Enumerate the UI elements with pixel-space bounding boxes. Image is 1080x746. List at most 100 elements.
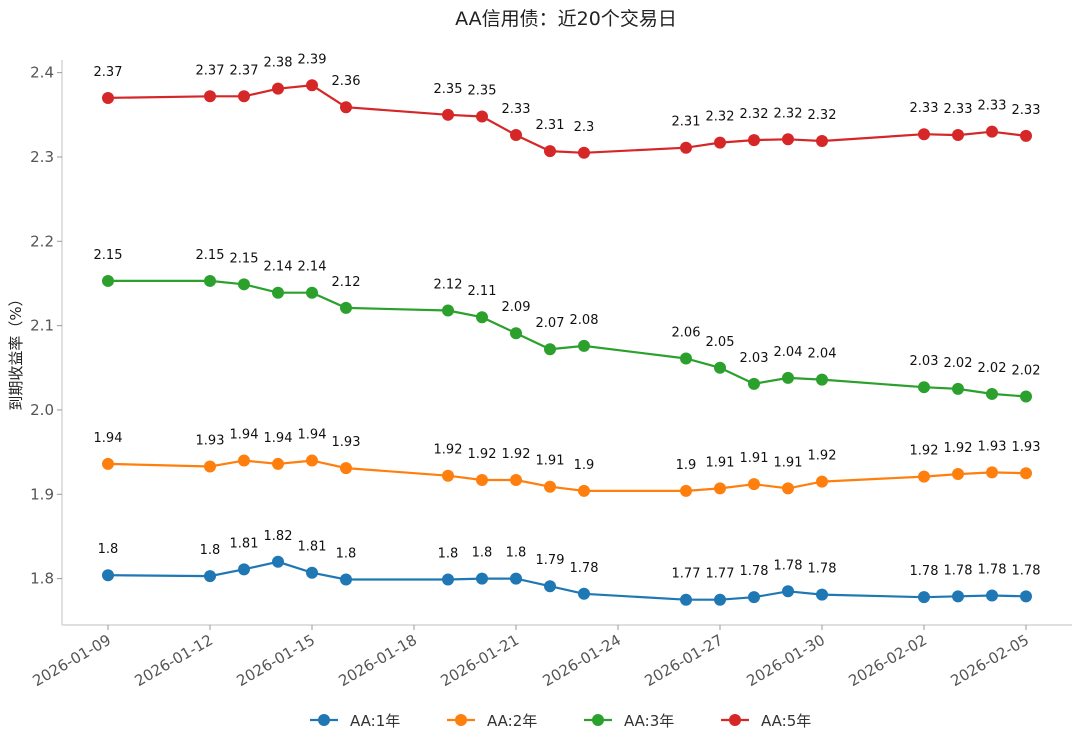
legend-marker <box>318 714 330 726</box>
data-point <box>680 593 692 606</box>
data-point <box>272 457 284 470</box>
series: 1.8 1.8 1.81 1.82 1.81 1.8 1.8 1.8 1.8 1.79 1.78 1.… <box>98 529 1040 606</box>
data-label: 1.94 <box>298 428 327 443</box>
data-label: 1.81 <box>230 536 259 551</box>
series: 2.37 2.37 2.37 2.38 2.39 2.36 2.35 2.35 2.33 2.31… <box>94 52 1040 159</box>
data-point <box>782 371 794 384</box>
data-label: 2.04 <box>774 345 803 360</box>
data-label: 1.91 <box>740 451 769 466</box>
data-point <box>1020 590 1032 603</box>
data-point <box>340 101 352 114</box>
series: 2.15 2.15 2.15 2.14 2.14 2.12 2.12 2.11 2.09 2.07… <box>94 248 1041 403</box>
data-point <box>714 136 726 149</box>
legend-item: AA:3年 <box>584 712 674 730</box>
data-point <box>476 473 488 486</box>
data-label: 2.14 <box>264 260 293 275</box>
data-point <box>544 480 556 493</box>
data-point <box>918 128 930 141</box>
data-label: 1.81 <box>298 540 327 555</box>
data-label: 1.8 <box>200 543 221 558</box>
data-point <box>918 591 930 604</box>
legend-item: AA:5年 <box>721 712 811 730</box>
legend-label: AA:3年 <box>624 712 674 730</box>
data-point <box>816 134 828 147</box>
data-label: 2.03 <box>910 354 939 369</box>
series-line <box>108 279 1027 398</box>
data-label: 2.02 <box>1012 363 1041 378</box>
data-label: 2.05 <box>706 335 735 350</box>
data-point <box>918 381 930 394</box>
data-label: 2.15 <box>94 248 123 263</box>
data-point <box>986 589 998 602</box>
data-label: 2.15 <box>196 248 225 263</box>
data-label: 2.15 <box>230 251 259 266</box>
data-point <box>102 274 114 287</box>
data-point <box>272 555 284 568</box>
data-label: 2.32 <box>706 110 735 125</box>
data-label: 1.94 <box>230 428 259 443</box>
data-point <box>680 141 692 154</box>
legend-marker <box>592 714 604 726</box>
y-tick-label: 2.4 <box>30 64 54 82</box>
data-point <box>442 304 454 317</box>
data-label: 1.8 <box>506 546 527 561</box>
data-label: 1.79 <box>536 553 565 568</box>
data-label: 1.92 <box>808 449 837 464</box>
data-label: 1.78 <box>774 558 803 573</box>
data-label: 2.04 <box>808 347 837 362</box>
x-tick-label: 2026-02-05 <box>947 631 1032 690</box>
data-label: 1.78 <box>944 563 973 578</box>
data-label: 2.33 <box>978 99 1007 114</box>
y-tick-label: 1.8 <box>30 570 54 588</box>
data-point <box>748 478 760 491</box>
data-label: 2.3 <box>574 120 595 135</box>
data-point <box>918 470 930 483</box>
data-point <box>238 90 250 103</box>
data-label: 2.31 <box>536 118 565 133</box>
data-label: 1.92 <box>434 443 463 458</box>
y-axis-label: 到期收益率（%） <box>7 291 25 410</box>
data-point <box>748 134 760 147</box>
data-label: 2.38 <box>264 56 293 71</box>
legend-item: AA:1年 <box>310 712 400 730</box>
data-point <box>238 278 250 291</box>
legend-item: AA:2年 <box>447 712 537 730</box>
data-label: 2.02 <box>944 356 973 371</box>
data-label: 1.91 <box>536 454 565 469</box>
data-point <box>680 484 692 497</box>
data-point <box>442 573 454 586</box>
data-point <box>272 286 284 299</box>
x-tick-label: 2026-01-09 <box>29 631 114 690</box>
legend-label: AA:5年 <box>761 712 811 730</box>
x-tick-label: 2026-01-15 <box>233 631 318 690</box>
data-label: 2.33 <box>502 102 531 117</box>
data-point <box>578 339 590 352</box>
x-ticks: 2026-01-09 2026-01-12 2026-01-15 2026-01-18… <box>29 625 1032 690</box>
legend-label: AA:2年 <box>487 712 537 730</box>
data-point <box>816 588 828 601</box>
data-point <box>782 482 794 495</box>
data-point <box>544 145 556 158</box>
series-layer: 1.8 1.8 1.81 1.82 1.81 1.8 1.8 1.8 1.8 1.79 1.78 1.… <box>94 52 1041 606</box>
data-point <box>714 482 726 495</box>
data-label: 1.78 <box>570 561 599 576</box>
data-point <box>714 361 726 374</box>
y-tick-label: 1.9 <box>30 485 54 503</box>
data-label: 1.78 <box>910 564 939 579</box>
data-point <box>952 468 964 481</box>
data-point <box>340 301 352 314</box>
data-label: 1.8 <box>336 546 357 561</box>
data-label: 2.08 <box>570 313 599 328</box>
data-label: 2.07 <box>536 316 565 331</box>
data-point <box>952 590 964 603</box>
data-label: 1.92 <box>944 441 973 456</box>
data-point <box>510 473 522 486</box>
data-label: 2.09 <box>502 300 531 315</box>
data-point <box>510 572 522 585</box>
legend-marker <box>455 714 467 726</box>
data-label: 2.03 <box>740 351 769 366</box>
y-tick-label: 2.3 <box>30 148 54 166</box>
data-point <box>816 373 828 386</box>
data-point <box>238 563 250 576</box>
data-label: 2.12 <box>434 277 463 292</box>
